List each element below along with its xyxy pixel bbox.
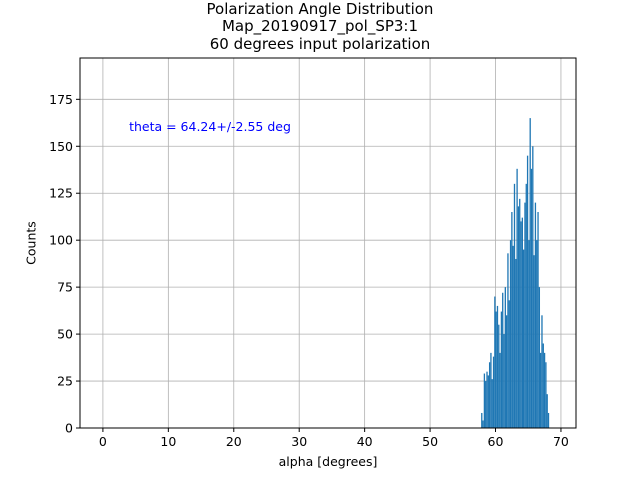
fit-annotation: theta = 64.24+/-2.55 deg [129,119,291,135]
y-axis-label: Counts [23,221,39,265]
histogram-bar [540,352,542,428]
histogram-bar [482,420,484,428]
histogram-bar [483,373,486,428]
histogram-bar [546,394,548,428]
histogram-bar [492,356,495,428]
x-tick-label: 10 [160,434,176,449]
histogram-bar [537,212,539,428]
y-tick-label: 175 [49,92,73,107]
chart-subtitle-2: 60 degrees input polarization [209,35,431,53]
histogram-bar [485,381,487,428]
histogram-bar [499,352,501,428]
axes-frame [79,57,577,429]
x-tick-label: 0 [99,434,107,449]
histogram-bar [530,168,533,428]
histogram-bar [524,202,526,428]
histogram-bar [505,315,508,428]
histogram-bar [519,198,521,428]
histogram-bar [508,300,510,428]
y-tick-label: 100 [49,233,73,248]
y-tick-label: 125 [49,186,73,201]
x-tick-label: 30 [291,434,307,449]
histogram-bar [490,352,492,428]
histogram-bar [516,168,518,428]
histogram-bar [541,315,543,428]
histogram-bar [536,240,538,428]
histogram-bar [542,343,544,428]
x-axis-label: alpha [degrees] [278,454,378,469]
histogram-bar [504,287,506,428]
histogram-bar [533,255,535,428]
histogram-bar [534,202,537,428]
histogram-bar [545,362,547,428]
histogram-bar [515,258,517,428]
y-tick-label: 150 [49,139,73,154]
x-tick-label: 60 [488,434,504,449]
histogram-bar [517,206,520,428]
histogram-bar [502,292,504,428]
x-tick-label: 20 [226,434,242,449]
histogram-bar [509,240,512,428]
histogram-bar [481,412,483,428]
y-tick-label: 75 [57,280,73,295]
histogram-bar [512,245,514,428]
histogram-bar [503,334,505,428]
histogram-bar [525,183,527,428]
histogram-bar [513,183,516,428]
chart-title: Polarization Angle Distribution [206,0,434,18]
histogram-bar [495,311,497,428]
histogram-bar [543,352,546,428]
y-tick-label: 25 [57,374,73,389]
histogram-bar [486,371,488,428]
x-tick-label: 40 [357,434,373,449]
histogram-bar [521,217,523,428]
histogram-bar [511,212,513,428]
histogram-bar [487,375,489,428]
histogram-bar [526,155,529,428]
histogram-bar [498,324,500,428]
histogram-bar [520,221,522,428]
histogram-bar [507,253,509,428]
chart-subtitle: Map_20190917_pol_SP3:1 [221,17,419,35]
histogram-bar [532,146,534,428]
y-tick-label: 0 [65,421,73,436]
x-tick-label: 70 [553,434,569,449]
histogram-bar [491,379,493,428]
histogram-bar [529,118,531,428]
histogram-bar [538,287,541,428]
x-tick-label: 50 [422,434,438,449]
histogram-bar [522,249,525,428]
y-tick-label: 50 [57,327,73,342]
histogram-bar [488,362,491,428]
histogram-bar [496,305,499,428]
histogram-bar [547,412,550,428]
histogram-bar [494,296,496,428]
histogram-bar [500,311,503,428]
histogram-bar [528,240,530,428]
